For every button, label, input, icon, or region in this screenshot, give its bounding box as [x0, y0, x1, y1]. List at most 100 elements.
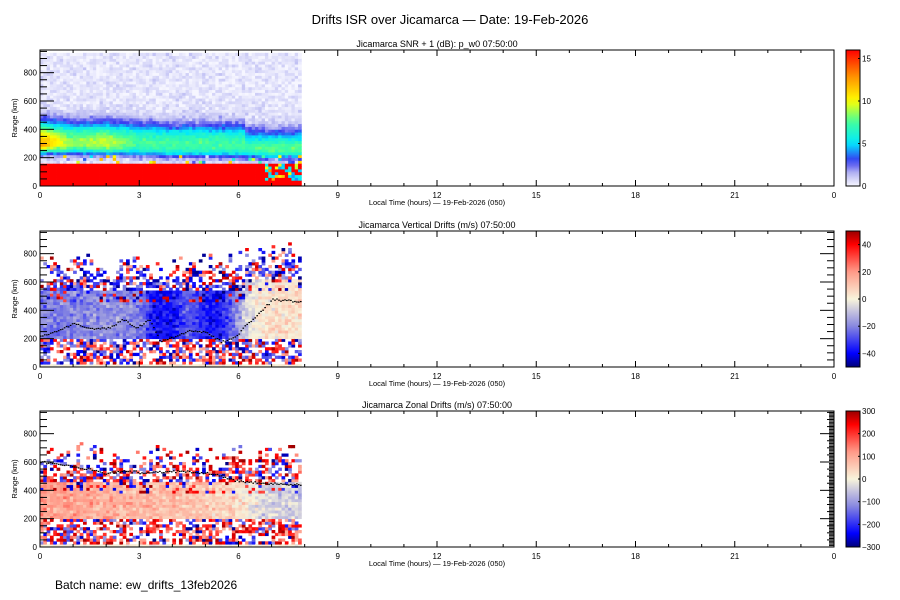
heatmap-cell — [162, 95, 167, 99]
heatmap-cell — [152, 135, 157, 139]
heatmap-cell — [139, 129, 143, 133]
heatmap-cell — [46, 355, 51, 359]
heatmap-cell — [69, 101, 74, 105]
heatmap-cell — [175, 86, 180, 91]
heatmap-cell — [198, 58, 203, 62]
heatmap-cell — [53, 304, 57, 308]
heatmap-cell — [268, 75, 272, 79]
heatmap-cell — [69, 103, 74, 108]
heatmap-cell — [155, 112, 160, 116]
heatmap-cell — [198, 174, 203, 178]
heatmap-cell — [102, 129, 107, 133]
heatmap-cell — [59, 171, 64, 176]
heatmap-cell — [135, 78, 140, 82]
heatmap-cell — [86, 183, 91, 187]
heatmap-cell — [235, 86, 239, 91]
heatmap-cell — [228, 112, 233, 116]
heatmap-cell — [281, 92, 286, 96]
heatmap-cell — [228, 78, 233, 82]
heatmap-cell — [135, 364, 140, 368]
heatmap-cell — [102, 304, 107, 308]
heatmap-cell — [106, 296, 110, 300]
heatmap-cell — [274, 95, 279, 99]
heatmap-cell — [112, 78, 117, 82]
heatmap-cell — [106, 132, 110, 136]
heatmap-cell — [56, 89, 61, 93]
heatmap-cell — [119, 67, 124, 71]
heatmap-cell — [149, 282, 153, 286]
heatmap-cell — [53, 143, 57, 147]
heatmap-cell — [56, 78, 61, 82]
heatmap-cell — [116, 163, 120, 167]
heatmap-cell — [109, 330, 114, 334]
heatmap-cell — [43, 61, 48, 65]
heatmap-cell — [122, 72, 127, 76]
heatmap-cell — [182, 177, 186, 181]
heatmap-cell — [152, 358, 157, 362]
heatmap-cell — [155, 61, 160, 65]
heatmap-cell — [126, 313, 130, 317]
heatmap-cell — [142, 166, 147, 170]
heatmap-cell — [99, 299, 104, 303]
heatmap-cell — [129, 276, 134, 280]
heatmap-cell — [155, 321, 160, 325]
heatmap-cell — [281, 86, 286, 91]
heatmap-cell — [109, 132, 114, 136]
heatmap-cell — [63, 180, 67, 184]
heatmap-cell — [235, 137, 239, 142]
heatmap-cell — [208, 103, 213, 108]
heatmap-cell — [43, 132, 48, 136]
heatmap-cell — [202, 149, 206, 153]
heatmap-cell — [152, 92, 157, 96]
heatmap-cell — [248, 129, 253, 133]
heatmap-cell — [152, 78, 157, 82]
heatmap-cell — [235, 132, 239, 136]
heatmap-cell — [284, 92, 289, 96]
heatmap-cell — [255, 154, 259, 159]
heatmap-cell — [122, 177, 127, 181]
heatmap-cell — [126, 154, 130, 159]
heatmap-cell — [142, 299, 147, 303]
heatmap-cell — [139, 84, 143, 88]
heatmap-cell — [208, 98, 213, 102]
heatmap-cell — [238, 106, 243, 110]
heatmap-cell — [172, 69, 177, 74]
heatmap-cell — [53, 61, 57, 65]
heatmap-cell — [132, 84, 137, 88]
heatmap-cell — [76, 52, 81, 57]
heatmap-cell — [132, 310, 137, 314]
heatmap-cell — [56, 180, 61, 184]
heatmap-cell — [122, 92, 127, 96]
heatmap-cell — [258, 72, 263, 76]
heatmap-cell — [73, 120, 77, 125]
heatmap-cell — [112, 72, 117, 76]
heatmap-cell — [49, 341, 54, 345]
heatmap-cell — [149, 171, 153, 176]
heatmap-cell — [66, 279, 71, 283]
heatmap-cell — [59, 103, 64, 108]
heatmap-cell — [49, 290, 54, 294]
heatmap-cell — [248, 132, 253, 136]
heatmap-cell — [46, 177, 51, 181]
heatmap-cell — [46, 58, 51, 62]
heatmap-cell — [79, 89, 84, 93]
heatmap-cell — [159, 78, 163, 82]
heatmap-cell — [182, 171, 186, 176]
heatmap-cell — [175, 67, 180, 71]
heatmap-cell — [288, 109, 292, 113]
heatmap-cell — [241, 143, 246, 147]
heatmap-cell — [43, 67, 48, 71]
heatmap-cell — [258, 129, 263, 133]
heatmap-cell — [255, 152, 259, 156]
heatmap-cell — [129, 106, 134, 110]
heatmap-cell — [139, 324, 143, 328]
x-tick-label: 0 — [832, 191, 837, 200]
heatmap-cell — [53, 58, 57, 62]
heatmap-cell — [40, 146, 44, 150]
heatmap-cell — [182, 52, 186, 57]
heatmap-cell — [238, 163, 243, 167]
heatmap-cell — [59, 64, 64, 68]
heatmap-cell — [205, 58, 210, 62]
heatmap-cell — [40, 81, 44, 85]
